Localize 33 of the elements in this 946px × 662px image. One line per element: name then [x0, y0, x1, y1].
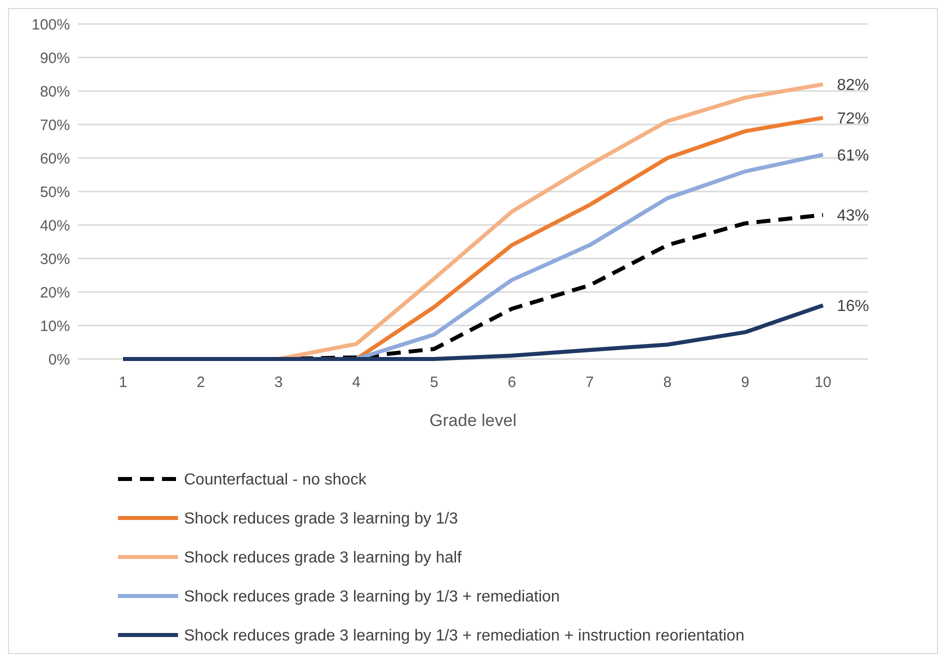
y-tick-label: 100%	[32, 16, 70, 34]
y-tick-label: 70%	[40, 116, 70, 134]
y-tick-label: 50%	[40, 184, 70, 201]
y-tick-label: 40%	[40, 217, 70, 234]
data-label: 43%	[837, 208, 870, 225]
y-tick-label: 10%	[40, 318, 70, 335]
legend-label: Shock reduces grade 3 learning by 1/3 + remediation	[184, 588, 560, 606]
x-tick-label: 4	[352, 374, 361, 391]
y-tick-label: 60%	[40, 150, 70, 168]
y-tick-label: 90%	[40, 50, 70, 67]
x-tick-label: 9	[741, 374, 750, 391]
x-tick-label: 2	[196, 374, 205, 391]
legend-label: Shock reduces grade 3 learning by 1/3	[184, 510, 458, 528]
x-tick-label: 8	[663, 374, 672, 391]
data-label: 16%	[837, 298, 870, 315]
data-label: 72%	[837, 110, 870, 128]
y-tick-label: 0%	[48, 351, 70, 368]
x-tick-label: 7	[585, 374, 594, 391]
x-axis-title: Grade level	[430, 411, 516, 430]
y-tick-label: 30%	[40, 250, 70, 268]
legend-label: Counterfactual - no shock	[184, 472, 368, 489]
x-tick-label: 10	[814, 374, 832, 391]
line-series	[121, 303, 825, 361]
data-label: 61%	[837, 147, 870, 164]
x-tick-label: 5	[430, 374, 438, 391]
x-tick-label: 3	[274, 374, 283, 391]
y-tick-label: 20%	[40, 284, 70, 302]
y-tick-label: 80%	[40, 83, 70, 100]
data-label: 82%	[837, 76, 870, 94]
legend-label: Shock reduces grade 3 learning by half	[184, 550, 462, 567]
legend-label: Shock reduces grade 3 learning by 1/3 + remediation + instruction reorientation	[184, 628, 744, 645]
x-tick-label: 1	[118, 374, 128, 391]
x-tick-label: 6	[508, 374, 516, 391]
